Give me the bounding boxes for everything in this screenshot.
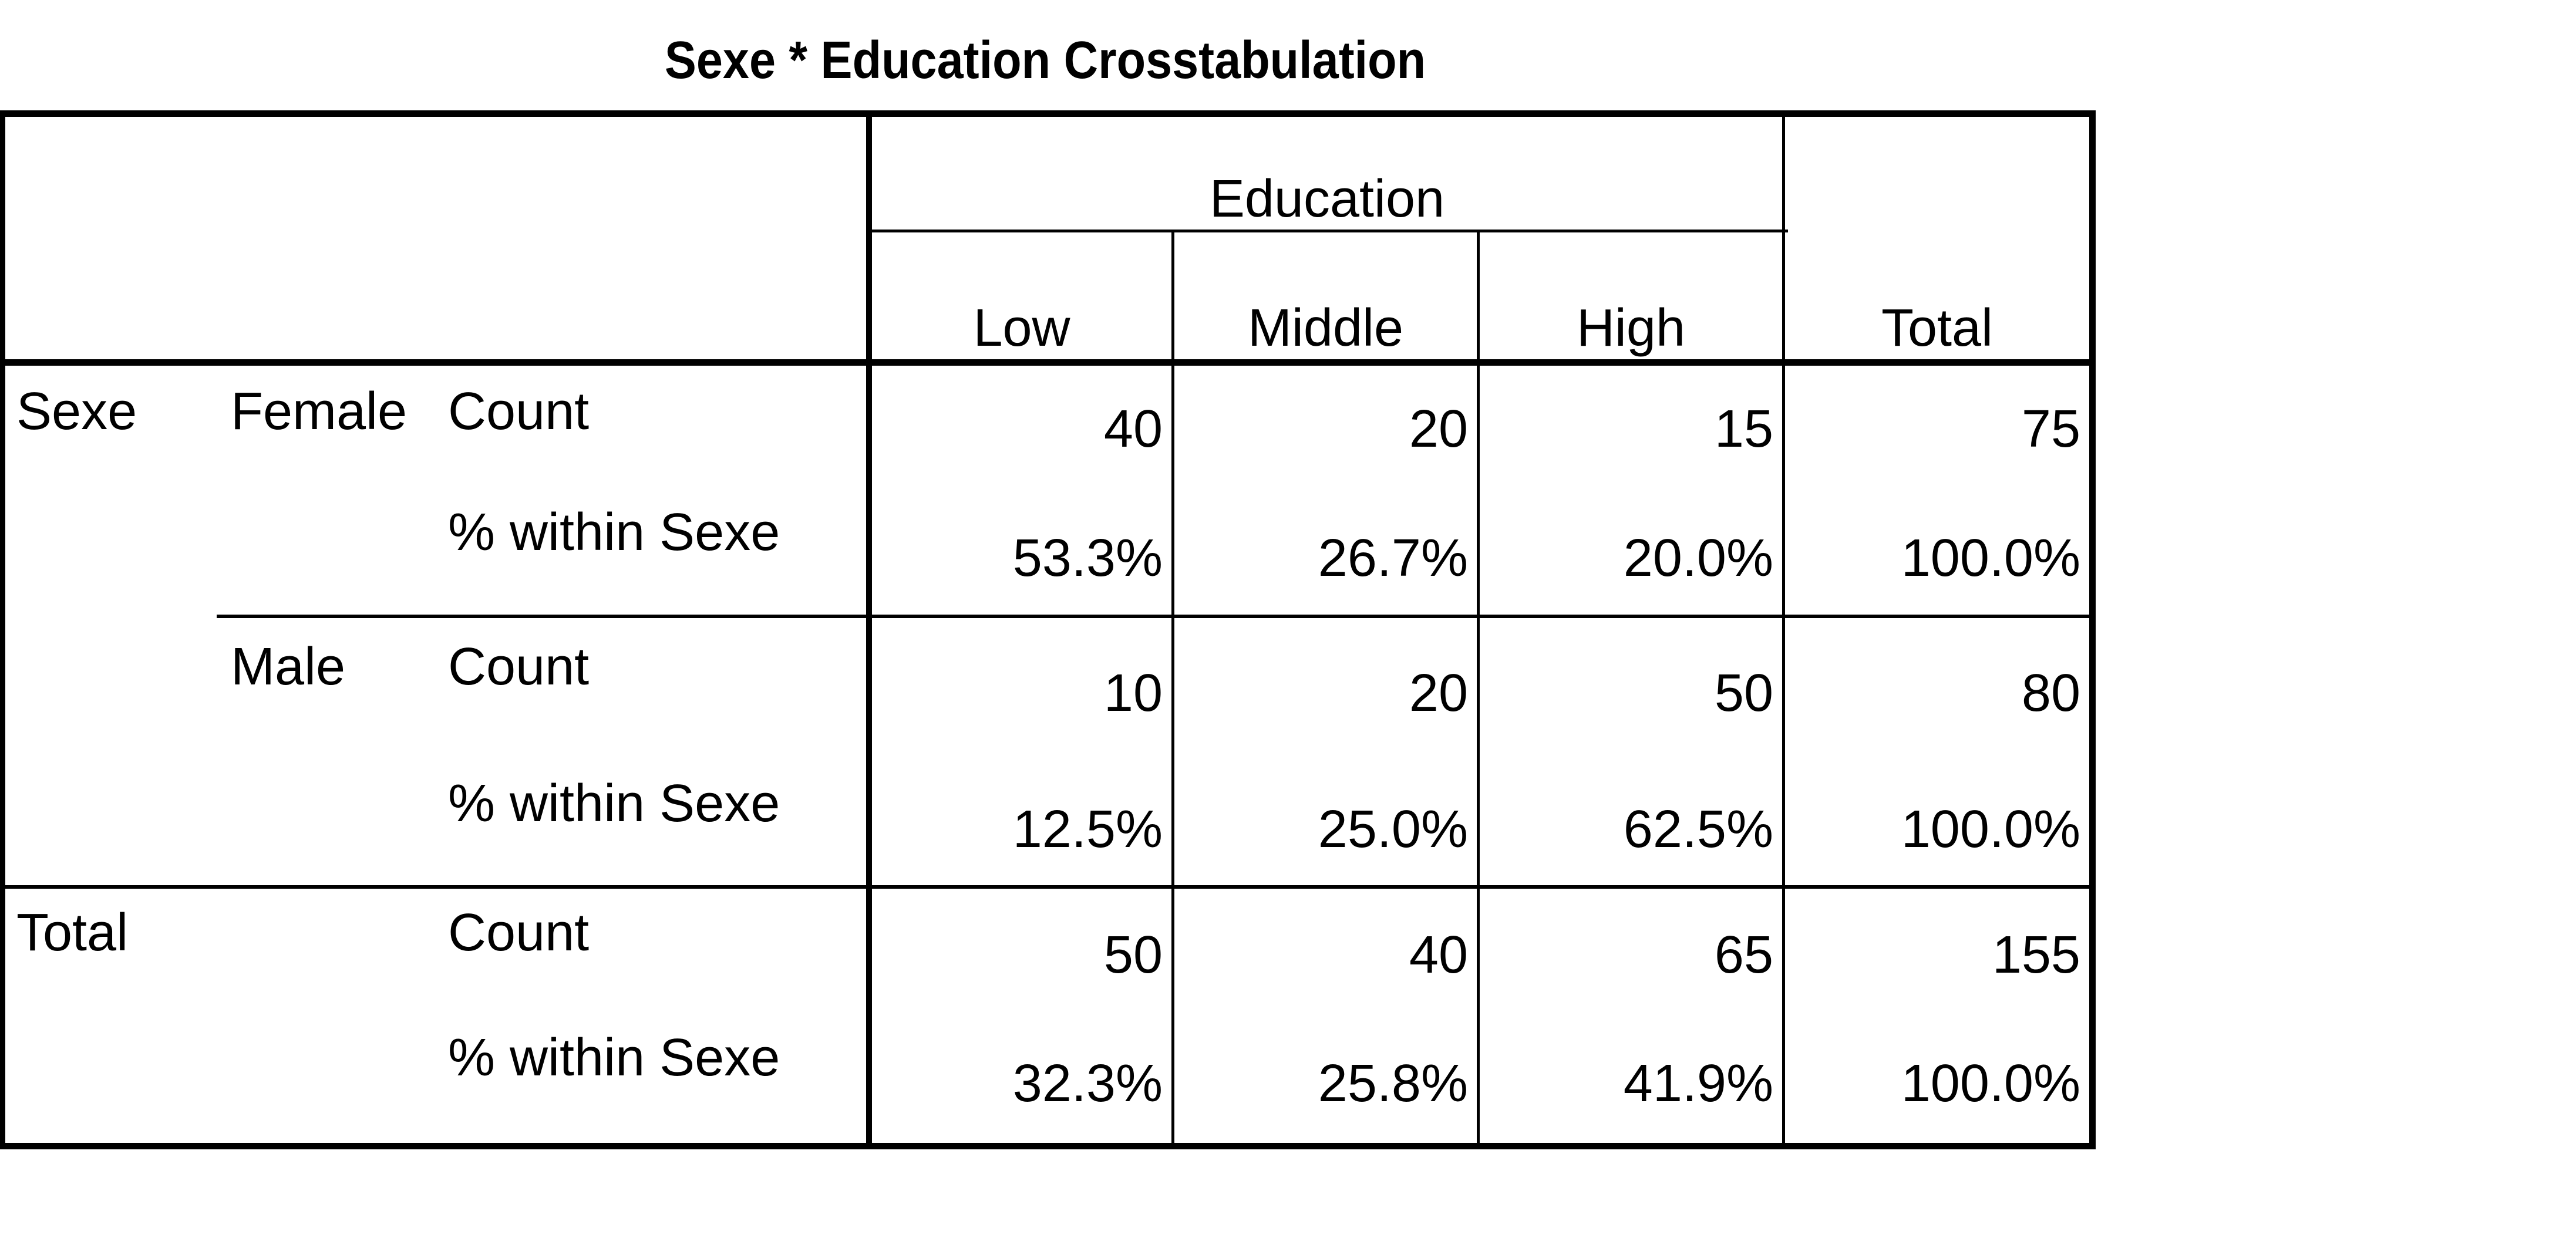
cell-total-count-high: 65 (1714, 926, 1773, 984)
column-header-total: Total (1881, 299, 1994, 357)
stat-label-percent: % within Sexe (448, 1028, 780, 1087)
cell-total-count-middle: 40 (1409, 926, 1468, 984)
stat-label-count: Count (448, 637, 590, 696)
cell-total-count-low: 50 (1103, 926, 1163, 984)
cell-female-count-high: 15 (1714, 400, 1773, 458)
row-label-female: Female (231, 382, 408, 441)
label-column-separator (866, 110, 872, 1149)
cell-male-pct-low: 12.5% (1012, 800, 1163, 859)
cell-total-count-total: 155 (1992, 926, 2080, 984)
column-separator-total (1782, 113, 1785, 1145)
cell-male-pct-middle: 25.0% (1318, 800, 1468, 859)
header-separator (0, 359, 2096, 366)
cell-total-pct-low: 32.3% (1012, 1054, 1163, 1113)
stat-label-percent: % within Sexe (448, 503, 780, 562)
column-header-low: Low (973, 299, 1070, 357)
cell-male-count-total: 80 (2021, 664, 2080, 723)
cell-total-pct-high: 41.9% (1623, 1054, 1773, 1113)
cell-female-count-total: 75 (2021, 400, 2080, 458)
column-separator-low (1171, 231, 1174, 1145)
column-separator-middle (1477, 231, 1480, 1145)
row-label-male: Male (231, 637, 346, 696)
stat-label-count: Count (448, 903, 590, 962)
cell-total-pct-middle: 25.8% (1318, 1054, 1468, 1113)
cell-female-count-middle: 20 (1409, 400, 1468, 458)
row-separator-total (0, 885, 2093, 889)
table-border-top (0, 110, 2096, 117)
cell-female-pct-low: 53.3% (1012, 529, 1163, 588)
row-separator-female-male (217, 615, 2093, 618)
column-header-high: High (1576, 299, 1686, 357)
table-border-right (2089, 110, 2096, 1149)
cell-male-count-high: 50 (1714, 664, 1773, 723)
row-label-total: Total (16, 903, 129, 962)
table-border-left (0, 110, 5, 1149)
column-header-middle: Middle (1247, 299, 1404, 357)
cell-male-count-middle: 20 (1409, 664, 1468, 723)
education-group-underline (872, 230, 1788, 232)
cell-female-pct-high: 20.0% (1623, 529, 1773, 588)
table-title: Sexe * Education Crosstabulation (664, 31, 1426, 90)
cell-female-count-low: 40 (1103, 400, 1163, 458)
cell-female-pct-total: 100.0% (1901, 529, 2080, 588)
cell-female-pct-middle: 26.7% (1318, 529, 1468, 588)
stat-label-count: Count (448, 382, 590, 441)
cell-male-pct-total: 100.0% (1901, 800, 2080, 859)
table-border-bottom (0, 1143, 2096, 1149)
stat-label-percent: % within Sexe (448, 774, 780, 833)
cell-total-pct-total: 100.0% (1901, 1054, 2080, 1113)
row-variable-label: Sexe (16, 382, 137, 441)
cell-male-pct-high: 62.5% (1623, 800, 1773, 859)
cell-male-count-low: 10 (1103, 664, 1163, 723)
column-group-header: Education (1209, 170, 1445, 228)
